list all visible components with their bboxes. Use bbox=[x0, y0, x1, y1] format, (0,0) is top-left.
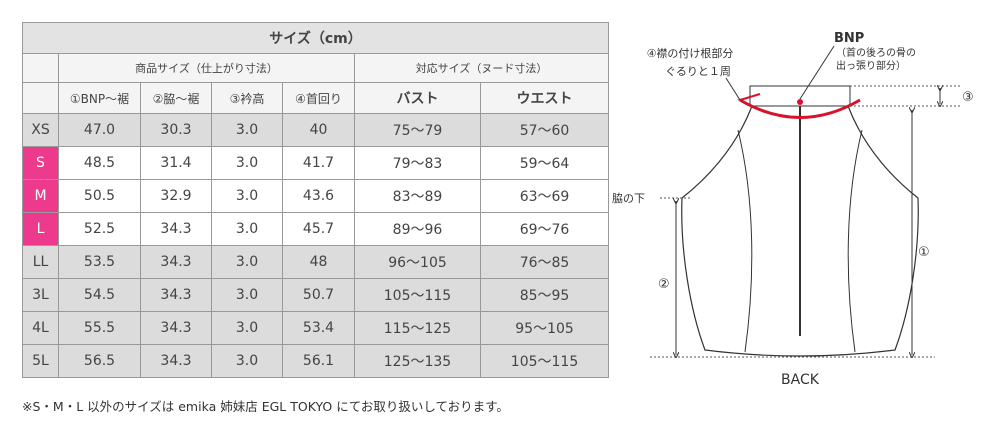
leader bbox=[799, 45, 835, 100]
cell: 31.4 bbox=[140, 146, 212, 180]
cell: 40 bbox=[282, 113, 355, 147]
cell: 32.9 bbox=[140, 179, 212, 213]
blank-cell bbox=[22, 53, 59, 83]
cell: 56.5 bbox=[58, 344, 141, 378]
cell: 52.5 bbox=[58, 212, 141, 246]
label: ② bbox=[658, 277, 670, 292]
cell: 48.5 bbox=[58, 146, 141, 180]
cell: 3.0 bbox=[211, 278, 283, 312]
cell: 85～95 bbox=[479, 278, 610, 312]
label: ③ bbox=[962, 90, 974, 105]
cell: 125～135 bbox=[354, 344, 481, 378]
cell: 47.0 bbox=[58, 113, 141, 147]
leader bbox=[725, 77, 741, 101]
cell: 69～76 bbox=[479, 212, 610, 246]
cell: 56.1 bbox=[282, 344, 355, 378]
column-header: ①BNP～裾 bbox=[58, 82, 141, 114]
cell: 50.5 bbox=[58, 179, 141, 213]
cell: 3.0 bbox=[211, 146, 283, 180]
cell: 75～79 bbox=[354, 113, 481, 147]
size-cell: M bbox=[22, 179, 59, 213]
cell: 3.0 bbox=[211, 179, 283, 213]
cell: 53.4 bbox=[282, 311, 355, 345]
cell: 115～125 bbox=[354, 311, 481, 345]
size-cell: XS bbox=[22, 113, 59, 147]
cell: 34.3 bbox=[140, 311, 212, 345]
cell: 89～96 bbox=[354, 212, 481, 246]
cell: 43.6 bbox=[282, 179, 355, 213]
size-table: サイズ（cm） 商品サイズ（仕上がり寸法） 対応サイズ（ヌード寸法） ①BNP～裾 ②脇… bbox=[21, 22, 610, 378]
cell: 34.3 bbox=[140, 344, 212, 378]
bnp-note: （首の後ろの骨の bbox=[836, 46, 916, 59]
cell: 59～64 bbox=[479, 146, 610, 180]
size-cell: LL bbox=[22, 245, 59, 279]
column-header: バスト bbox=[354, 82, 481, 114]
cell: 76～85 bbox=[479, 245, 610, 279]
label: ① bbox=[918, 245, 930, 260]
cell: 83～89 bbox=[354, 179, 481, 213]
column-header: ④首回り bbox=[282, 82, 355, 114]
table-title: サイズ（cm） bbox=[21, 22, 610, 54]
cell: 30.3 bbox=[140, 113, 212, 147]
cell: 34.3 bbox=[140, 278, 212, 312]
garment-diagram: ④襟の付け根部分 ぐるりと１周 BNP （首の後ろの骨の 出っ張り部分） ③ 脇… bbox=[612, 31, 974, 388]
cell: 105～115 bbox=[479, 344, 610, 378]
note: ※S・M・L 以外のサイズは emika 姉妹店 EGL TOKYO にてお取り… bbox=[22, 399, 509, 414]
cell: 55.5 bbox=[58, 311, 141, 345]
cell: 3.0 bbox=[211, 212, 283, 246]
cell: 41.7 bbox=[282, 146, 355, 180]
blank-cell bbox=[22, 82, 59, 114]
cell: 48 bbox=[282, 245, 355, 279]
cell: 50.7 bbox=[282, 278, 355, 312]
cell: 105～115 bbox=[354, 278, 481, 312]
cell: 54.5 bbox=[58, 278, 141, 312]
cell: 34.3 bbox=[140, 212, 212, 246]
cell: 3.0 bbox=[211, 245, 283, 279]
collar-label: ④襟の付け根部分 bbox=[647, 46, 734, 60]
bnp-point bbox=[797, 99, 803, 105]
label: 脇の下 bbox=[612, 192, 645, 205]
size-cell: L bbox=[22, 212, 59, 246]
column-header: ②脇～裾 bbox=[140, 82, 212, 114]
cell: 34.3 bbox=[140, 245, 212, 279]
cell: 53.5 bbox=[58, 245, 141, 279]
size-cell: 4L bbox=[22, 311, 59, 345]
view-label: BACK bbox=[781, 372, 820, 388]
cell: 57～60 bbox=[479, 113, 610, 147]
cell: 3.0 bbox=[211, 344, 283, 378]
cell: 63～69 bbox=[479, 179, 610, 213]
bnp-note: 出っ張り部分） bbox=[836, 59, 906, 72]
size-cell: 3L bbox=[22, 278, 59, 312]
collar-label: ぐるりと１周 bbox=[665, 65, 731, 78]
group-header: 対応サイズ（ヌード寸法） bbox=[353, 53, 610, 83]
cell: 45.7 bbox=[282, 212, 355, 246]
size-cell: S bbox=[22, 146, 59, 180]
column-header: ウエスト bbox=[479, 82, 610, 114]
column-header: ③衿高 bbox=[211, 82, 283, 114]
group-header: 商品サイズ（仕上がり寸法） bbox=[58, 53, 355, 83]
size-cell: 5L bbox=[22, 344, 59, 378]
cell: 3.0 bbox=[211, 113, 283, 147]
cell: 3.0 bbox=[211, 311, 283, 345]
cell: 79～83 bbox=[354, 146, 481, 180]
seams bbox=[737, 129, 863, 353]
cell: 95～105 bbox=[479, 311, 610, 345]
cell: 96～105 bbox=[354, 245, 481, 279]
bnp-title: BNP bbox=[834, 31, 864, 46]
